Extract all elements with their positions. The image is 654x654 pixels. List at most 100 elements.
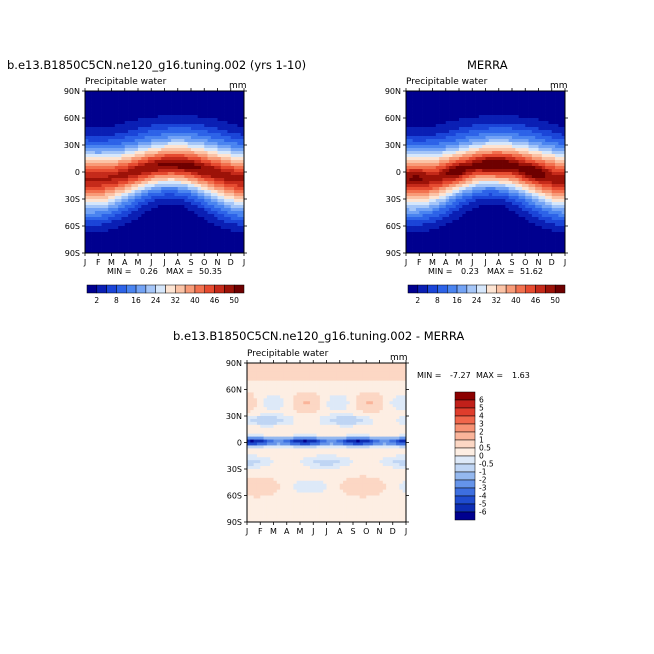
heatmap-cell bbox=[415, 151, 420, 155]
heatmap-cell bbox=[147, 148, 152, 152]
heatmap-cell bbox=[171, 97, 175, 101]
heatmap-cell bbox=[174, 211, 179, 215]
heatmap-cell bbox=[502, 172, 506, 176]
heatmap-cell bbox=[207, 130, 212, 134]
heatmap-cell bbox=[515, 175, 519, 179]
heatmap-cell bbox=[555, 211, 559, 215]
heatmap-cell bbox=[518, 178, 523, 182]
heatmap-cell bbox=[118, 109, 122, 113]
heatmap-cell bbox=[101, 166, 106, 170]
heatmap-cell bbox=[442, 124, 447, 128]
heatmap-cell bbox=[128, 244, 132, 248]
heatmap-cell bbox=[545, 100, 549, 104]
heatmap-cell bbox=[234, 91, 238, 95]
heatmap-cell bbox=[88, 208, 92, 212]
heatmap-cell bbox=[230, 223, 235, 227]
heatmap-cell bbox=[406, 232, 410, 236]
heatmap-cell bbox=[121, 196, 126, 200]
heatmap-cell bbox=[171, 232, 175, 236]
heatmap-cell bbox=[432, 103, 437, 107]
heatmap-cell bbox=[515, 193, 519, 197]
heatmap-cell bbox=[429, 109, 433, 113]
heatmap-cell bbox=[114, 115, 119, 119]
heatmap-cell bbox=[181, 214, 185, 218]
heatmap-cell bbox=[157, 217, 162, 221]
heatmap-cell bbox=[154, 223, 159, 227]
heatmap-cell bbox=[227, 121, 232, 125]
heatmap-cell bbox=[512, 220, 516, 224]
heatmap-cell bbox=[422, 214, 427, 218]
heatmap-cell bbox=[482, 205, 486, 209]
heatmap-cell bbox=[104, 166, 109, 170]
heatmap-cell bbox=[200, 118, 205, 122]
heatmap-cell bbox=[204, 184, 208, 188]
heatmap-cell bbox=[141, 226, 145, 230]
heatmap-cell bbox=[184, 148, 189, 152]
heatmap-cell bbox=[217, 94, 222, 98]
heatmap-cell bbox=[151, 172, 155, 176]
heatmap-cell bbox=[220, 229, 225, 233]
heatmap-cell bbox=[415, 232, 420, 236]
heatmap-cell bbox=[131, 181, 136, 185]
heatmap-cell bbox=[525, 190, 529, 194]
heatmap-cell bbox=[492, 223, 496, 227]
heatmap-cell bbox=[224, 115, 228, 119]
heatmap-cell bbox=[535, 196, 539, 200]
colorbar-swatch bbox=[233, 284, 245, 294]
heatmap-cell bbox=[161, 232, 165, 236]
heatmap-cell bbox=[462, 232, 466, 236]
heatmap-cell bbox=[535, 208, 539, 212]
heatmap-cell bbox=[220, 133, 225, 137]
heatmap-cell bbox=[161, 217, 165, 221]
heatmap-cell bbox=[525, 115, 529, 119]
heatmap-cell bbox=[548, 232, 553, 236]
heatmap-cell bbox=[108, 202, 112, 206]
heatmap-cell bbox=[151, 133, 155, 137]
heatmap-cell bbox=[488, 100, 493, 104]
heatmap-cell bbox=[455, 100, 460, 104]
heatmap-cell bbox=[167, 193, 172, 197]
heatmap-cell bbox=[181, 100, 185, 104]
heatmap-cell bbox=[531, 100, 536, 104]
heatmap-cell bbox=[425, 94, 430, 98]
heatmap-cell bbox=[174, 103, 179, 107]
heatmap-cell bbox=[164, 97, 169, 101]
heatmap-cell bbox=[492, 133, 496, 137]
heatmap-cell bbox=[435, 157, 440, 161]
heatmap-cell bbox=[492, 181, 496, 185]
heatmap-cell bbox=[538, 166, 543, 170]
heatmap-cell bbox=[91, 181, 96, 185]
heatmap-cell bbox=[191, 226, 195, 230]
heatmap-cell bbox=[220, 178, 225, 182]
heatmap-cell bbox=[91, 205, 96, 209]
heatmap-cell bbox=[217, 193, 222, 197]
heatmap-cell bbox=[412, 154, 417, 158]
heatmap-cell bbox=[468, 130, 473, 134]
heatmap-cell bbox=[144, 127, 149, 131]
heatmap-cell bbox=[459, 145, 463, 149]
heatmap-cell bbox=[475, 193, 480, 197]
heatmap-cell bbox=[419, 97, 423, 101]
heatmap-cell bbox=[478, 94, 483, 98]
heatmap-cell bbox=[561, 184, 566, 188]
heatmap-cell bbox=[495, 163, 500, 167]
heatmap-cell bbox=[512, 232, 516, 236]
heatmap-cell bbox=[197, 133, 202, 137]
heatmap-cell bbox=[439, 115, 443, 119]
heatmap-cell bbox=[406, 235, 410, 239]
heatmap-cell bbox=[439, 166, 443, 170]
heatmap-cell bbox=[452, 220, 457, 224]
heatmap-cell bbox=[488, 142, 493, 146]
heatmap-cell bbox=[528, 121, 533, 125]
heatmap-cell bbox=[412, 100, 417, 104]
heatmap-cell bbox=[505, 184, 510, 188]
heatmap-cell bbox=[141, 121, 145, 125]
heatmap-cell bbox=[118, 157, 122, 161]
heatmap-cell bbox=[128, 193, 132, 197]
heatmap-cell bbox=[118, 103, 122, 107]
heatmap-cell bbox=[512, 223, 516, 227]
heatmap-cell bbox=[167, 115, 172, 119]
heatmap-cell bbox=[468, 205, 473, 209]
heatmap-cell bbox=[541, 121, 546, 125]
